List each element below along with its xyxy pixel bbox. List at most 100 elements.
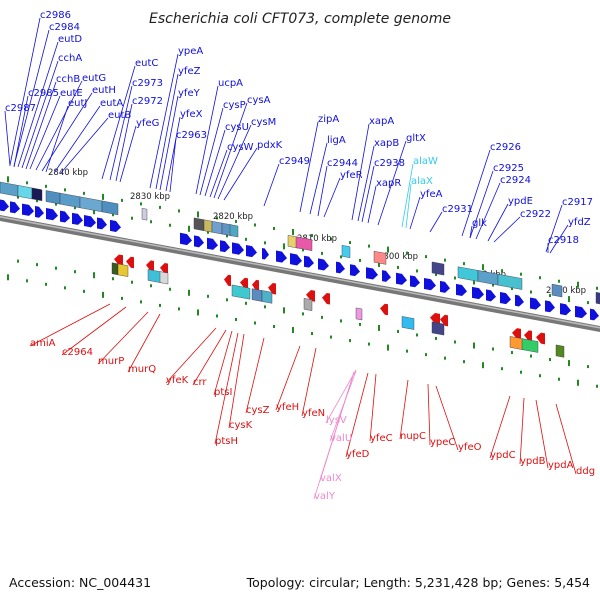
scale-tick bbox=[558, 377, 560, 381]
scale-tick bbox=[235, 219, 237, 223]
leader-line bbox=[367, 185, 377, 224]
scale-tick bbox=[330, 237, 332, 241]
forward-gene-arrow bbox=[456, 283, 467, 296]
scale-tick bbox=[45, 184, 47, 188]
reverse-feature-block bbox=[555, 344, 565, 358]
gene-label-eutC: eutC bbox=[135, 58, 158, 69]
gene-label-eutA: eutA bbox=[100, 98, 123, 109]
forward-gene-arrow bbox=[232, 242, 244, 255]
scale-tick bbox=[520, 272, 522, 276]
gene-label-c2986: c2986 bbox=[40, 10, 71, 21]
scale-tick bbox=[558, 279, 560, 283]
scale-tick bbox=[406, 349, 408, 353]
gene-label-xapB: xapB bbox=[374, 138, 399, 149]
leader-line bbox=[399, 379, 409, 440]
scale-tick bbox=[435, 272, 437, 276]
gene-label-gltX: gltX bbox=[406, 133, 426, 144]
forward-feature-block bbox=[45, 190, 61, 205]
reverse-feature-block bbox=[231, 284, 251, 300]
gene-label-zipA: zipA bbox=[318, 114, 339, 125]
leader-line bbox=[377, 140, 407, 226]
reverse-feature-block bbox=[521, 338, 539, 353]
scale-ticks bbox=[7, 176, 598, 388]
scale-tick bbox=[359, 258, 361, 262]
leader-line bbox=[519, 397, 525, 465]
scale-tick bbox=[45, 282, 47, 286]
scale-tick bbox=[131, 216, 133, 220]
forward-feature-block bbox=[79, 196, 103, 213]
leader-line bbox=[301, 347, 317, 417]
leader-line bbox=[369, 373, 377, 442]
forward-gene-arrow bbox=[396, 272, 407, 285]
scale-tick bbox=[93, 208, 95, 215]
reverse-feature-block bbox=[303, 297, 313, 311]
forward-gene-arrow bbox=[560, 303, 571, 316]
gene-label-eutB: eutB bbox=[108, 110, 131, 121]
leader-line bbox=[209, 149, 228, 198]
gene-label-yfeG: yfeG bbox=[136, 118, 159, 129]
scale-tick bbox=[169, 223, 171, 227]
forward-gene-arrow bbox=[486, 289, 496, 302]
scale-tick bbox=[587, 301, 589, 305]
scale-tick bbox=[539, 374, 541, 378]
gene-label-c2926: c2926 bbox=[490, 142, 521, 153]
label-leader-lines bbox=[4, 17, 577, 500]
gene-label-c2931: c2931 bbox=[442, 204, 473, 215]
gene-label-ucpA: ucpA bbox=[218, 78, 243, 89]
gene-label-murP: murP bbox=[98, 356, 124, 367]
scale-tick bbox=[587, 365, 589, 369]
gene-label-valX: valX bbox=[320, 473, 342, 484]
gene-label-glk: glk bbox=[472, 218, 487, 229]
forward-feature-block bbox=[17, 185, 33, 200]
forward-gene-arrow bbox=[0, 199, 9, 212]
gene-label-eutD: eutD bbox=[58, 34, 82, 45]
gene-label-lysV: lysV bbox=[326, 415, 347, 426]
reverse-feature-block bbox=[355, 307, 363, 321]
gene-label-c2925: c2925 bbox=[493, 163, 524, 174]
leader-line bbox=[214, 332, 239, 445]
scale-tick bbox=[102, 291, 104, 298]
scale-tick bbox=[492, 283, 494, 287]
leader-line bbox=[119, 125, 137, 183]
gene-label-valU: valU bbox=[330, 433, 352, 444]
leader-line bbox=[469, 225, 473, 239]
leader-line bbox=[299, 121, 319, 213]
gene-label-yfdZ: yfdZ bbox=[568, 217, 591, 228]
leader-line bbox=[9, 17, 41, 166]
gene-label-yfeR: yfeR bbox=[340, 170, 363, 181]
forward-feature-block bbox=[203, 219, 213, 233]
scale-tick bbox=[473, 342, 475, 349]
gene-label-ypdE: ypdE bbox=[508, 196, 533, 207]
scale-tick bbox=[7, 274, 9, 281]
reverse-feature-block bbox=[159, 271, 169, 285]
leader-line bbox=[313, 371, 355, 500]
scale-tick bbox=[349, 241, 351, 245]
gene-label-xapA: xapA bbox=[369, 116, 394, 127]
scale-tick bbox=[302, 248, 304, 252]
gene-label-yfeZ: yfeZ bbox=[178, 66, 201, 77]
kbp-label: 2810 kbp bbox=[297, 234, 337, 244]
leader-line bbox=[475, 182, 501, 240]
forward-gene-arrow bbox=[207, 237, 218, 250]
scale-tick bbox=[121, 198, 123, 202]
forward-gene-arrow bbox=[84, 215, 96, 228]
scale-tick bbox=[577, 281, 579, 288]
scale-tick bbox=[511, 351, 513, 355]
leader-line bbox=[489, 395, 511, 459]
reverse-gene-arrow bbox=[380, 303, 388, 316]
gene-label-c2987: c2987 bbox=[5, 103, 36, 114]
gene-label-yfeA: yfeA bbox=[420, 189, 443, 200]
leader-line bbox=[228, 333, 245, 429]
gene-label-crr: crr bbox=[193, 377, 207, 388]
scale-tick bbox=[93, 272, 95, 279]
scale-tick bbox=[207, 230, 209, 234]
scale-tick bbox=[264, 241, 266, 245]
forward-gene-arrow bbox=[515, 294, 524, 307]
forward-gene-arrow bbox=[440, 280, 450, 293]
leader-line bbox=[165, 116, 181, 192]
leader-line bbox=[199, 107, 224, 196]
leader-line bbox=[309, 142, 328, 215]
leader-line bbox=[115, 103, 133, 182]
scale-tick bbox=[254, 223, 256, 227]
